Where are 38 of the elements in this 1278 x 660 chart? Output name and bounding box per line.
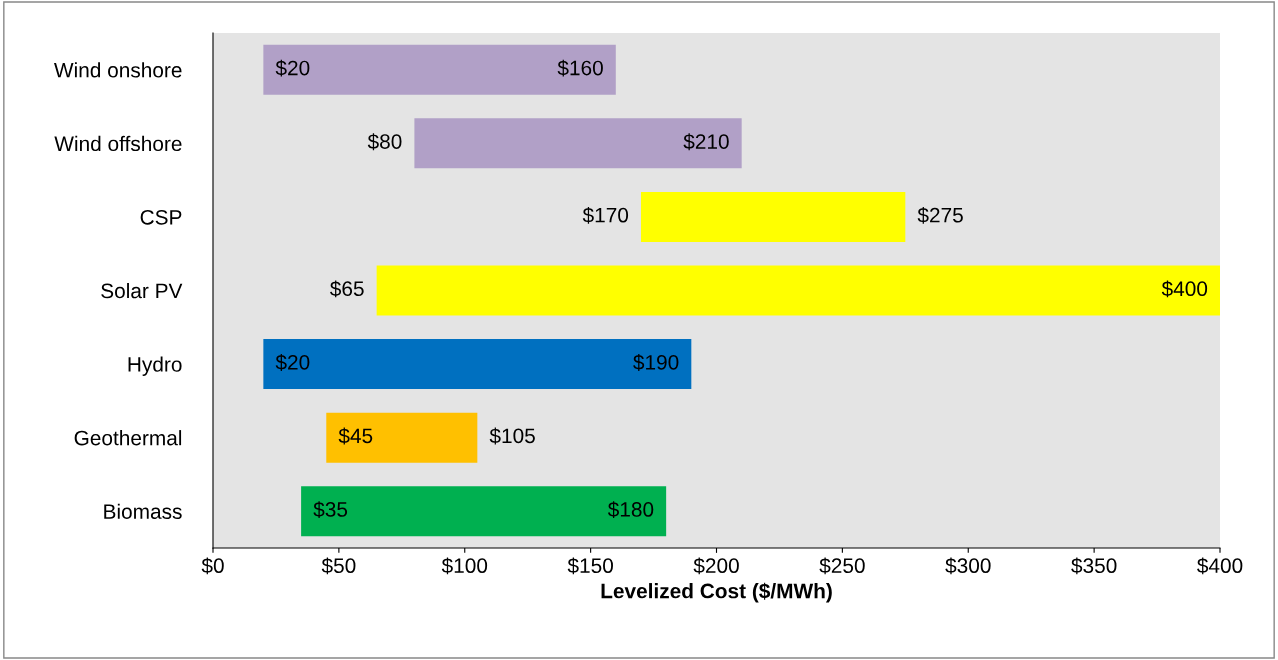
- annotation: $170: [582, 206, 629, 224]
- bar: [301, 486, 667, 537]
- bar: [376, 265, 1220, 316]
- bar: [326, 412, 478, 463]
- annotation: $180: [607, 501, 654, 519]
- x-tick-label: $200: [693, 557, 739, 575]
- y-tick-label: Solar PV: [101, 282, 183, 299]
- y-tick-label: Wind offshore: [54, 135, 182, 152]
- annotation: $105: [489, 427, 535, 445]
- x-tick-label: $50: [321, 557, 356, 575]
- x-tick-label: $150: [567, 557, 613, 575]
- annotation: $210: [683, 133, 729, 151]
- y-tick-label: CSP: [140, 209, 182, 225]
- bar: [263, 44, 616, 95]
- x-tick-label: $400: [1197, 557, 1243, 575]
- annotation: $20: [275, 354, 310, 371]
- annotation: $80: [367, 133, 402, 151]
- annotation: $160: [557, 59, 603, 77]
- annotation: $20: [275, 59, 310, 77]
- annotation: $65: [330, 280, 364, 298]
- annotation: $400: [1161, 280, 1208, 298]
- y-tick-label: Wind onshore: [54, 62, 182, 78]
- annotation: $190: [633, 354, 679, 371]
- annotation: $35: [313, 501, 348, 519]
- x-axis-title: Levelized Cost ($/MWh): [601, 582, 832, 603]
- x-tick-label: $300: [945, 557, 991, 575]
- annotation: $45: [338, 427, 373, 445]
- bar: [263, 339, 692, 390]
- annotation: $275: [917, 206, 963, 224]
- y-tick-label: Biomass: [104, 503, 182, 519]
- bar: [414, 118, 742, 169]
- y-tick-label: Geothermal: [74, 430, 182, 446]
- x-tick-label: $250: [819, 557, 865, 575]
- bar: [640, 191, 906, 242]
- x-tick-label: $0: [201, 557, 224, 575]
- x-tick-label: $350: [1071, 557, 1117, 575]
- y-tick-label: Hydro: [128, 356, 182, 376]
- x-tick-label: $100: [441, 557, 488, 575]
